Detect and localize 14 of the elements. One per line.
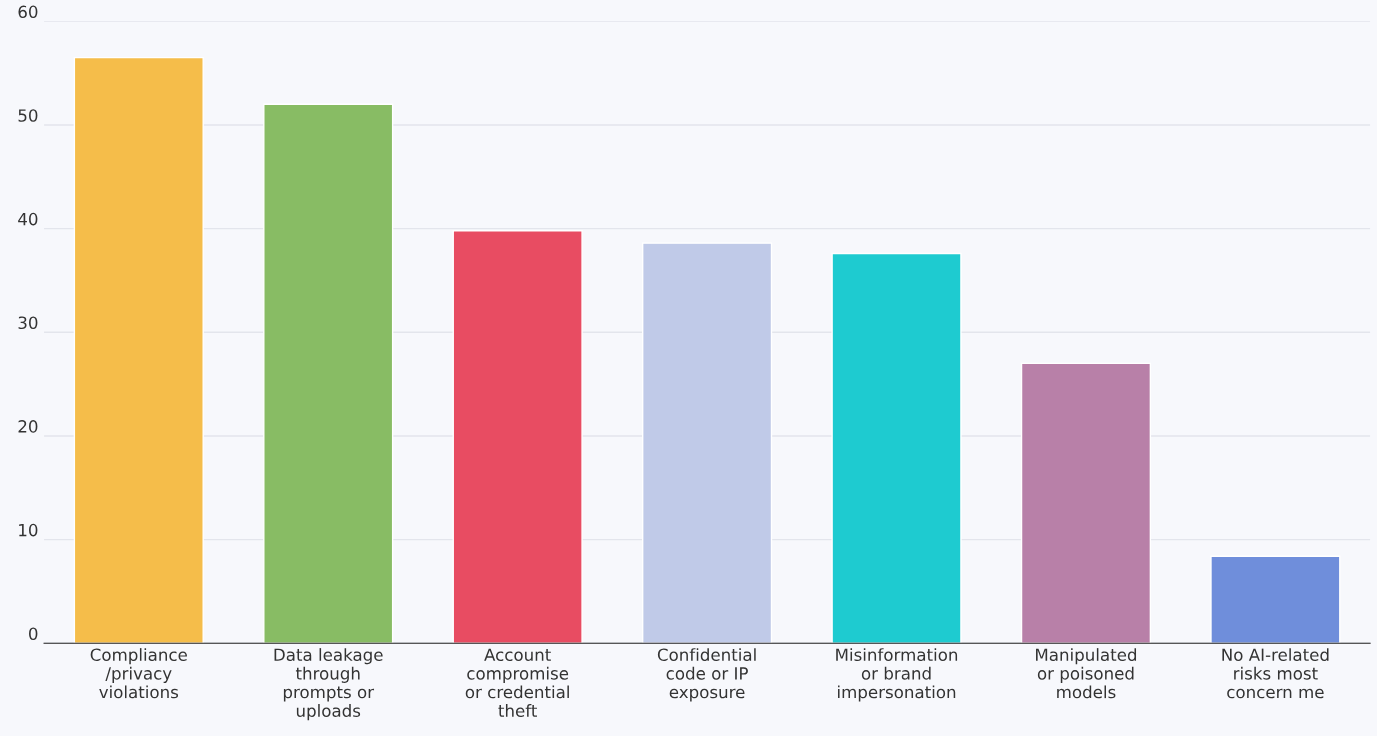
y-tick-label: 60 bbox=[18, 5, 38, 19]
x-tick-label: Account compromise or credential theft bbox=[465, 648, 569, 718]
x-tick-label: No AI-related risks most concern me bbox=[1222, 648, 1329, 699]
y-tick-label: 10 bbox=[19, 523, 38, 537]
x-tick-label: Confidential code or IP exposure bbox=[657, 648, 756, 702]
x-tick-label: Data leakage through prompts or uploads bbox=[274, 648, 383, 721]
y-tick-label: 0 bbox=[29, 627, 38, 641]
x-tick-label: Misinformation or brand impersonation bbox=[836, 648, 958, 702]
y-tick-label: 30 bbox=[18, 316, 38, 330]
y-tick-label: 20 bbox=[18, 420, 38, 433]
x-tick-label: Compliance /privacy violations bbox=[90, 648, 187, 699]
y-tick-label: 40 bbox=[18, 212, 38, 226]
x-tick-label: Manipulated or poisoned models bbox=[1036, 648, 1137, 699]
y-tick-label: 50 bbox=[18, 109, 38, 122]
